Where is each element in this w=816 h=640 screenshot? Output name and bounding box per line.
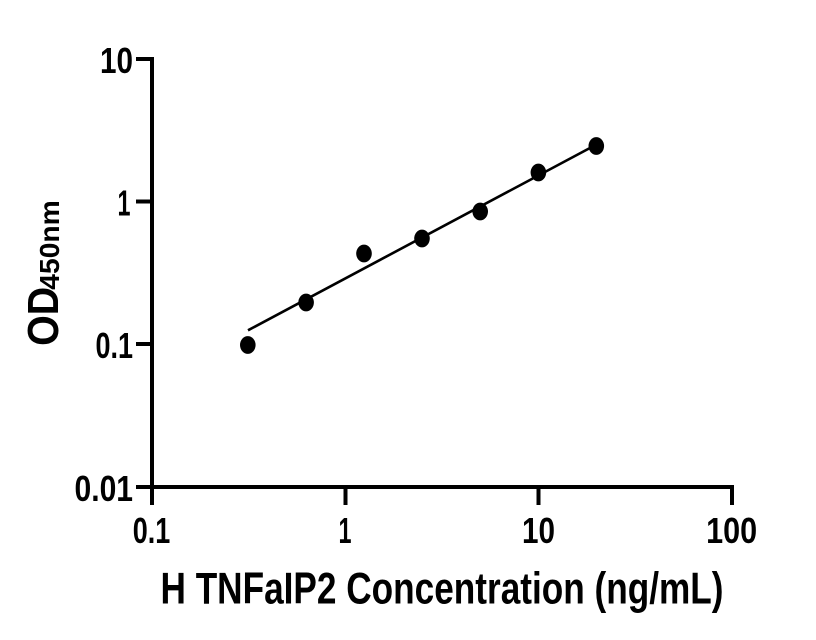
svg-text:0.1: 0.1 [96, 325, 134, 366]
svg-text:0.01: 0.01 [75, 468, 134, 509]
svg-text:100: 100 [706, 510, 757, 551]
svg-text:OD450nm: OD450nm [19, 200, 68, 346]
svg-text:1: 1 [118, 183, 131, 224]
svg-text:10: 10 [100, 40, 133, 81]
svg-text:10: 10 [522, 510, 555, 551]
svg-text:1: 1 [339, 510, 352, 551]
svg-text:H TNFaIP2 Concentration (ng/mL: H TNFaIP2 Concentration (ng/mL) [161, 564, 724, 613]
svg-text:0.1: 0.1 [133, 510, 171, 551]
